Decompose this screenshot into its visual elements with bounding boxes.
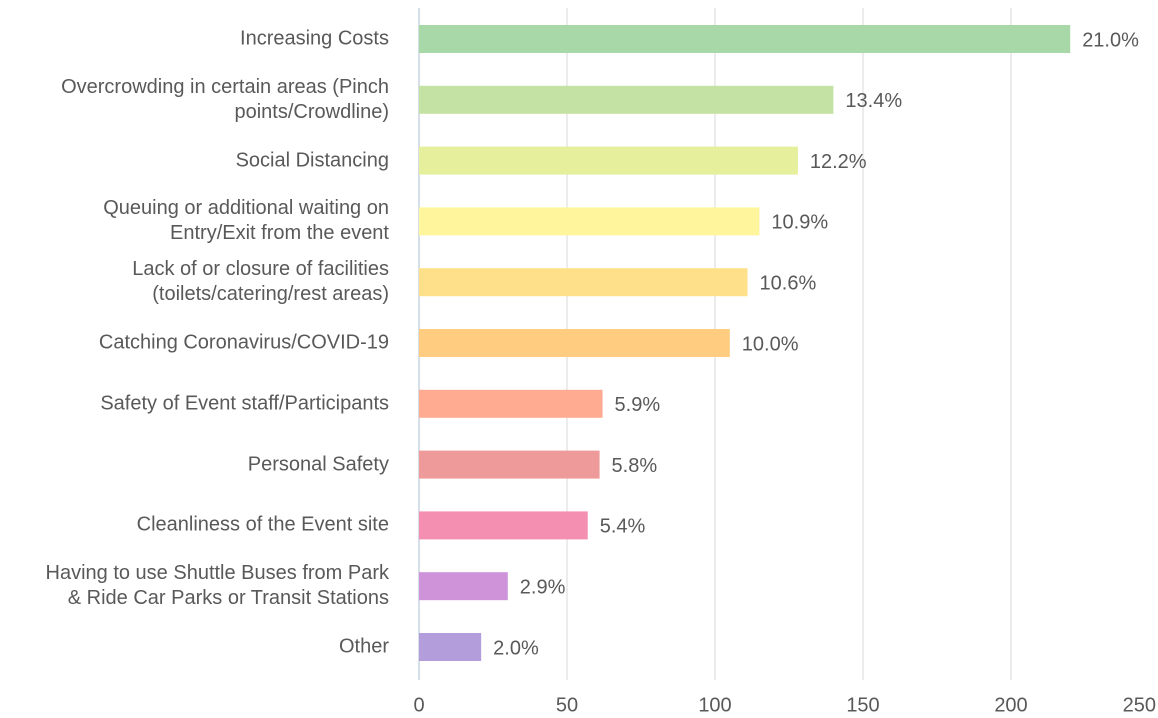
data-label: 10.9% bbox=[771, 212, 828, 234]
data-label: 10.0% bbox=[742, 333, 799, 355]
data-label: 5.4% bbox=[600, 516, 646, 538]
category-label: Queuing or additional waiting on Entry/E… bbox=[103, 197, 389, 245]
data-label: 12.2% bbox=[810, 151, 867, 173]
bar bbox=[419, 146, 798, 175]
data-label: 5.9% bbox=[615, 394, 661, 416]
data-label: 13.4% bbox=[845, 90, 902, 112]
data-label: 10.6% bbox=[760, 272, 817, 294]
x-tick-label: 150 bbox=[846, 694, 879, 716]
category-label: Overcrowding in certain areas (Pinch poi… bbox=[61, 75, 389, 123]
category-label: Safety of Event staff/Participants bbox=[100, 392, 389, 415]
data-label: 2.0% bbox=[493, 637, 539, 659]
x-tick-label: 0 bbox=[413, 694, 424, 716]
bar bbox=[419, 450, 600, 479]
bar bbox=[419, 572, 508, 601]
bar bbox=[419, 207, 760, 236]
x-tick-label: 50 bbox=[556, 694, 578, 716]
data-label: 2.9% bbox=[520, 576, 566, 598]
category-label: Catching Coronavirus/COVID-19 bbox=[98, 331, 389, 354]
bar bbox=[419, 329, 730, 357]
bar bbox=[419, 389, 603, 418]
bar bbox=[419, 268, 748, 297]
category-label: Social Distancing bbox=[235, 149, 389, 172]
category-label: Personal Safety bbox=[247, 453, 389, 476]
category-label: Increasing Costs bbox=[240, 27, 389, 50]
bar bbox=[419, 25, 1071, 53]
x-tick-label: 100 bbox=[698, 694, 731, 716]
category-label: Other bbox=[338, 635, 389, 658]
category-label: Having to use Shuttle Buses from Park & … bbox=[45, 562, 390, 610]
category-label: Lack of or closure of facilities (toilet… bbox=[132, 258, 389, 306]
bar bbox=[419, 633, 482, 661]
data-label: 21.0% bbox=[1082, 29, 1139, 51]
x-tick-label: 200 bbox=[994, 694, 1027, 716]
bar bbox=[419, 85, 834, 114]
x-tick-label: 250 bbox=[1123, 694, 1156, 716]
bar bbox=[419, 511, 588, 540]
category-label: Cleanliness of the Event site bbox=[136, 513, 389, 536]
data-label: 5.8% bbox=[612, 455, 658, 477]
